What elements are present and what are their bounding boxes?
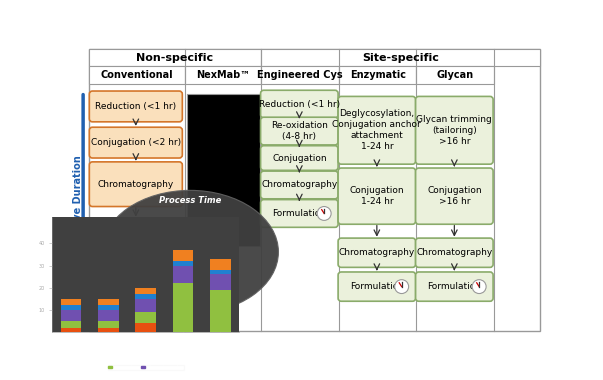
Circle shape: [162, 226, 175, 241]
FancyBboxPatch shape: [260, 146, 338, 170]
Bar: [89, 49, 261, 66]
Text: Engineered Cys: Engineered Cys: [257, 70, 343, 80]
FancyBboxPatch shape: [415, 272, 493, 301]
Ellipse shape: [102, 190, 279, 314]
Text: Glycan: Glycan: [437, 70, 474, 80]
Text: Conventional: Conventional: [101, 70, 173, 80]
Bar: [136, 312, 156, 323]
FancyBboxPatch shape: [338, 97, 415, 164]
Text: Chromatography: Chromatography: [98, 180, 174, 189]
Text: Formulation: Formulation: [109, 229, 163, 238]
Bar: [61, 321, 81, 328]
Text: Glycan trimming
(tailoring)
>16 hr: Glycan trimming (tailoring) >16 hr: [417, 115, 492, 146]
Bar: [186, 66, 261, 84]
Bar: [61, 310, 81, 321]
Bar: [210, 274, 231, 290]
Bar: [136, 323, 156, 332]
Text: Site-specific: Site-specific: [362, 53, 440, 63]
FancyBboxPatch shape: [338, 168, 415, 224]
Bar: [173, 266, 194, 283]
FancyBboxPatch shape: [260, 90, 338, 118]
Bar: [261, 49, 540, 66]
FancyBboxPatch shape: [415, 238, 493, 268]
Bar: [136, 294, 156, 299]
Text: Chromatography: Chromatography: [339, 248, 415, 257]
Text: Reduction (<1 hr): Reduction (<1 hr): [95, 102, 177, 111]
FancyBboxPatch shape: [415, 168, 493, 224]
Text: Enzymatic: Enzymatic: [350, 70, 406, 80]
Bar: [98, 306, 119, 310]
Text: NexMab™: NexMab™: [197, 70, 250, 80]
Bar: [98, 299, 119, 306]
Text: Relative Duration: Relative Duration: [74, 155, 83, 252]
FancyBboxPatch shape: [260, 117, 338, 145]
Legend: Conjugation, Chromatography: Conjugation, Chromatography: [107, 364, 184, 370]
Circle shape: [472, 280, 486, 293]
Text: Formulation: Formulation: [350, 282, 404, 291]
FancyBboxPatch shape: [89, 162, 182, 207]
FancyBboxPatch shape: [89, 127, 182, 158]
Text: Conjugation
>16 hr: Conjugation >16 hr: [427, 186, 482, 206]
Text: Conjugation: Conjugation: [272, 154, 327, 163]
FancyBboxPatch shape: [89, 91, 182, 122]
FancyBboxPatch shape: [89, 218, 182, 249]
Bar: [61, 306, 81, 310]
Text: Process Time: Process Time: [159, 196, 221, 205]
Text: Chromatography: Chromatography: [416, 248, 493, 257]
Bar: [98, 328, 119, 332]
Text: Chromatography: Chromatography: [261, 180, 338, 190]
Bar: [136, 288, 156, 295]
FancyBboxPatch shape: [415, 97, 493, 164]
Bar: [173, 261, 194, 266]
Bar: [261, 66, 339, 84]
Text: Re-oxidation
(4-8 hr): Re-oxidation (4-8 hr): [271, 121, 328, 141]
Bar: [89, 66, 186, 84]
FancyBboxPatch shape: [260, 171, 338, 199]
Circle shape: [317, 207, 331, 220]
Text: Formulation: Formulation: [428, 282, 481, 291]
Bar: [173, 250, 194, 261]
Text: Non-specific: Non-specific: [136, 53, 213, 63]
Text: Deglycosylation,
Conjugation anchor
attachment
1-24 hr: Deglycosylation, Conjugation anchor atta…: [332, 109, 421, 152]
Text: Reduction (<1 hr): Reduction (<1 hr): [259, 100, 340, 109]
Bar: [136, 299, 156, 312]
Text: Conjugation (<2 hr): Conjugation (<2 hr): [91, 138, 181, 147]
Bar: [339, 66, 417, 84]
Bar: [98, 310, 119, 321]
Bar: [173, 283, 194, 332]
FancyBboxPatch shape: [260, 200, 338, 227]
Bar: [210, 259, 231, 270]
Bar: [98, 321, 119, 328]
FancyBboxPatch shape: [338, 272, 415, 301]
Text: Conjugation
1-24 hr: Conjugation 1-24 hr: [350, 186, 404, 206]
Bar: [61, 299, 81, 306]
Text: Formulation: Formulation: [273, 209, 326, 218]
FancyBboxPatch shape: [338, 238, 415, 268]
Bar: [61, 328, 81, 332]
Circle shape: [395, 280, 409, 293]
Bar: [210, 290, 231, 332]
Bar: [210, 270, 231, 274]
Bar: [187, 94, 260, 246]
Bar: [417, 66, 494, 84]
